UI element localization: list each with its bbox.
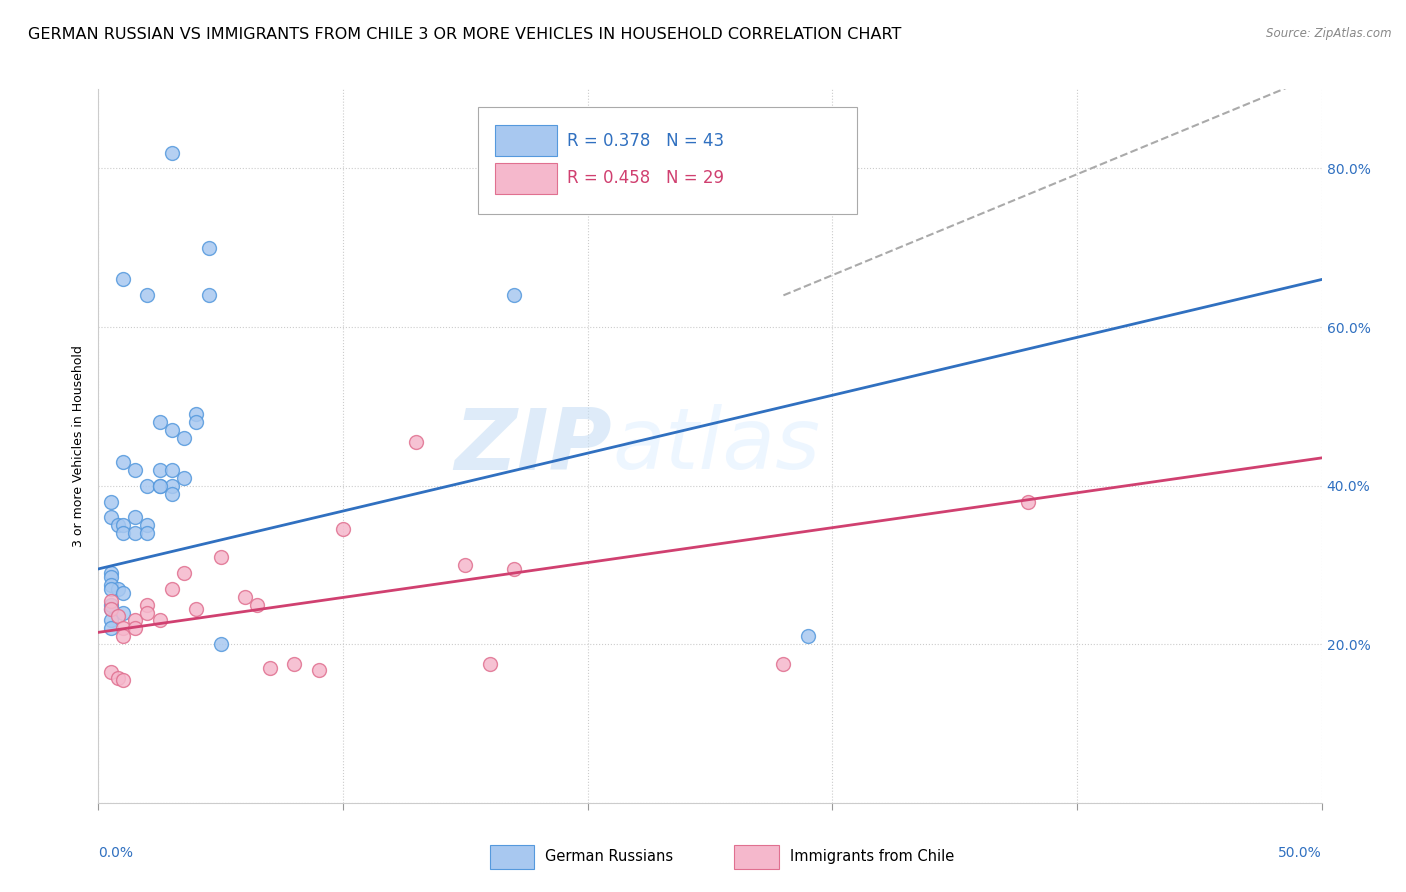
Point: [111, 455, 134, 469]
Text: German Russians: German Russians: [546, 849, 673, 863]
Text: R = 0.378   N = 43: R = 0.378 N = 43: [567, 132, 724, 150]
Point: [111, 518, 134, 533]
FancyBboxPatch shape: [495, 125, 557, 156]
Point: [332, 522, 354, 536]
Point: [173, 431, 195, 445]
Text: ZIP: ZIP: [454, 404, 612, 488]
Text: GERMAN RUSSIAN VS IMMIGRANTS FROM CHILE 3 OR MORE VEHICLES IN HOUSEHOLD CORRELAT: GERMAN RUSSIAN VS IMMIGRANTS FROM CHILE …: [28, 27, 901, 42]
Point: [136, 526, 159, 541]
Point: [107, 609, 129, 624]
Point: [1017, 494, 1039, 508]
Point: [197, 288, 219, 302]
Point: [100, 582, 122, 596]
Text: Source: ZipAtlas.com: Source: ZipAtlas.com: [1267, 27, 1392, 40]
Point: [124, 510, 146, 524]
Point: [100, 494, 122, 508]
Point: [186, 407, 208, 421]
Point: [136, 518, 159, 533]
Point: [797, 629, 820, 643]
Point: [136, 288, 159, 302]
Point: [503, 288, 526, 302]
Point: [136, 478, 159, 492]
Point: [233, 590, 256, 604]
Point: [124, 463, 146, 477]
Point: [149, 614, 172, 628]
Point: [100, 570, 122, 584]
Point: [136, 606, 159, 620]
Point: [478, 657, 501, 671]
Point: [197, 241, 219, 255]
Point: [107, 582, 129, 596]
Point: [100, 601, 122, 615]
Text: 50.0%: 50.0%: [1278, 846, 1322, 860]
Point: [149, 478, 172, 492]
Point: [209, 549, 232, 564]
Text: 0.0%: 0.0%: [98, 846, 134, 860]
Point: [246, 598, 269, 612]
Point: [454, 558, 477, 572]
FancyBboxPatch shape: [495, 162, 557, 194]
Point: [160, 478, 183, 492]
Point: [100, 566, 122, 580]
Point: [111, 272, 134, 286]
Point: [111, 621, 134, 635]
Text: R = 0.458   N = 29: R = 0.458 N = 29: [567, 169, 724, 187]
Point: [405, 435, 427, 450]
Point: [111, 526, 134, 541]
Point: [136, 598, 159, 612]
Point: [100, 665, 122, 679]
Point: [503, 562, 526, 576]
Point: [160, 463, 183, 477]
Point: [107, 518, 129, 533]
Point: [100, 601, 122, 615]
Point: [772, 657, 794, 671]
Point: [160, 145, 183, 160]
Point: [160, 423, 183, 437]
Text: atlas: atlas: [612, 404, 820, 488]
Point: [111, 629, 134, 643]
Point: [186, 415, 208, 429]
Text: Immigrants from Chile: Immigrants from Chile: [790, 849, 953, 863]
Point: [308, 663, 330, 677]
Point: [124, 614, 146, 628]
Point: [100, 598, 122, 612]
Point: [186, 601, 208, 615]
Point: [283, 657, 305, 671]
Point: [100, 621, 122, 635]
Point: [173, 471, 195, 485]
FancyBboxPatch shape: [734, 845, 779, 869]
Point: [100, 614, 122, 628]
Point: [149, 478, 172, 492]
Point: [173, 566, 195, 580]
Point: [111, 673, 134, 687]
Point: [111, 585, 134, 599]
Point: [160, 582, 183, 596]
Point: [100, 578, 122, 592]
Point: [259, 661, 281, 675]
Point: [100, 593, 122, 607]
Point: [107, 671, 129, 685]
Point: [124, 621, 146, 635]
Point: [160, 486, 183, 500]
FancyBboxPatch shape: [489, 845, 534, 869]
Point: [149, 415, 172, 429]
Point: [124, 526, 146, 541]
Point: [209, 637, 232, 651]
Point: [149, 463, 172, 477]
FancyBboxPatch shape: [478, 107, 856, 214]
Point: [100, 510, 122, 524]
Y-axis label: 3 or more Vehicles in Household: 3 or more Vehicles in Household: [72, 345, 86, 547]
Point: [111, 606, 134, 620]
